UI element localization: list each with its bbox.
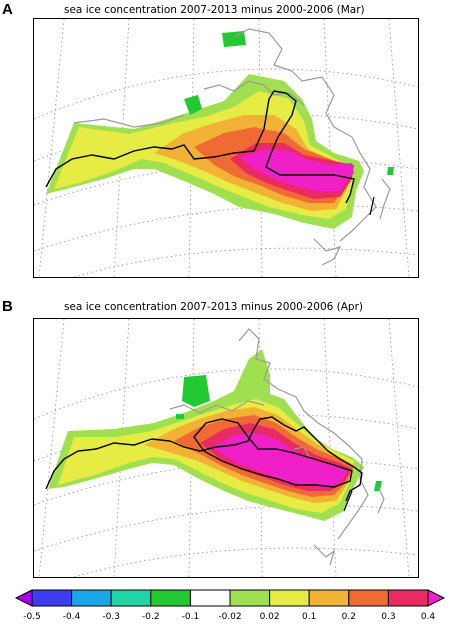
colorbar-tick-label: 0.3 — [381, 612, 396, 622]
colorbar-segment — [71, 589, 112, 607]
field-magenta — [212, 433, 348, 487]
colorbar-tick-label: -0.1 — [181, 612, 200, 622]
colorbar-segment — [189, 589, 231, 607]
panel-b-map — [33, 318, 419, 578]
field-green-west — [176, 414, 184, 419]
panel-a-map — [33, 18, 419, 278]
field-green-east — [374, 481, 382, 491]
panel-b-map-svg — [34, 319, 418, 577]
ice-edge-contour-inner — [193, 418, 353, 488]
panel-a-map-svg — [34, 19, 418, 277]
colorbar-segment — [427, 589, 446, 607]
ice-edge-contour-east — [369, 196, 375, 216]
ice-edge-contour — [45, 90, 355, 204]
graticule — [34, 319, 418, 577]
field-green-north — [182, 375, 210, 407]
colorbar-tick-label: -0.3 — [102, 612, 120, 622]
colorbar-segment — [31, 589, 73, 607]
coastlines — [169, 328, 385, 566]
colorbar-tick-label: -0.02 — [218, 612, 242, 622]
anomaly-field — [48, 349, 382, 521]
panel-a-title: sea ice concentration 2007-2013 minus 20… — [64, 4, 365, 16]
ice-edge-contour — [45, 416, 363, 502]
panel-b-letter: B — [2, 298, 13, 315]
colorbar-tick-label: 0.02 — [259, 612, 280, 622]
colorbar-tick-label: -0.5 — [23, 612, 41, 622]
colorbar-segment — [110, 589, 152, 607]
colorbar-tick-label: 0.4 — [420, 612, 436, 622]
field-green-northwest — [184, 95, 202, 115]
colorbar — [14, 589, 446, 607]
panel-b-title: sea ice concentration 2007-2013 minus 20… — [64, 301, 364, 313]
colorbar-segment — [14, 589, 33, 607]
colorbar-segment — [269, 589, 310, 607]
field-green-east — [387, 167, 394, 175]
anomaly-field — [46, 31, 394, 229]
field-green-north — [222, 31, 246, 47]
colorbar-segment — [229, 589, 271, 607]
colorbar-segment — [387, 589, 429, 607]
colorbar-segment — [150, 589, 191, 607]
colorbar-tick-label: 0.1 — [302, 612, 317, 622]
colorbar-segment — [308, 589, 350, 607]
colorbar-segment — [348, 589, 389, 607]
panel-a-letter: A — [2, 1, 13, 18]
colorbar-tick-label: -0.2 — [142, 612, 160, 622]
colorbar-tick-label: -0.4 — [62, 612, 81, 622]
colorbar-tick-label: 0.2 — [341, 612, 356, 622]
ice-edge-contour-east — [343, 490, 353, 512]
